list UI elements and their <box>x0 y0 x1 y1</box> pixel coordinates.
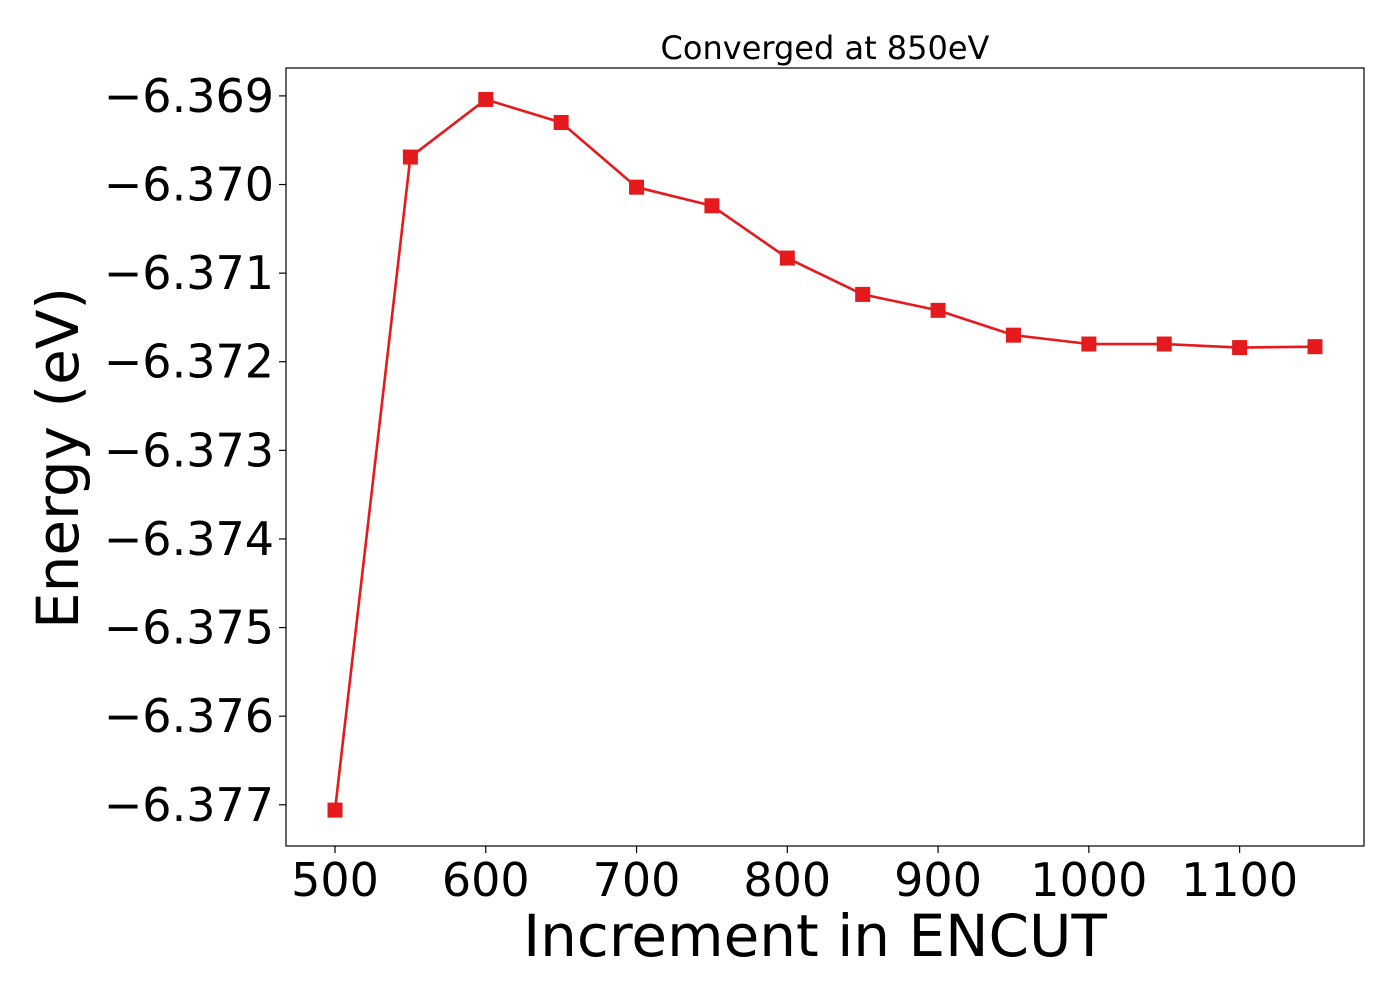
y-tick-label: −6.370 <box>104 158 274 212</box>
x-tick-label: 600 <box>442 853 530 907</box>
y-axis-label: Energy (eV) <box>24 287 92 629</box>
data-point <box>1307 339 1323 355</box>
y-axis: −6.369 −6.370 −6.371 −6.372 −6.373 −6.374 −6.3… <box>104 69 286 832</box>
x-tick-label: 900 <box>894 853 982 907</box>
data-point <box>1005 327 1021 343</box>
data-point <box>629 179 645 195</box>
data-point <box>327 802 343 818</box>
data-point <box>1232 340 1248 356</box>
data-point <box>1081 336 1097 352</box>
x-tick-label: 1100 <box>1181 853 1298 907</box>
plot-area <box>327 91 1323 818</box>
x-tick-label: 700 <box>593 853 681 907</box>
series-line <box>333 98 1316 811</box>
x-tick-label: 800 <box>743 853 831 907</box>
x-tick-label: 1000 <box>1030 853 1147 907</box>
y-tick-label: −6.377 <box>104 778 274 832</box>
axes-frame <box>285 67 1365 847</box>
y-tick-label: −6.375 <box>104 601 274 655</box>
data-point <box>1156 336 1172 352</box>
data-point <box>855 286 871 302</box>
data-point <box>779 250 795 266</box>
data-point <box>930 302 946 318</box>
y-tick-label: −6.371 <box>104 246 274 300</box>
data-point <box>553 115 569 130</box>
x-axis: 500 600 700 800 900 1000 1100 <box>291 846 1298 907</box>
data-point <box>704 198 720 214</box>
y-tick-label: −6.372 <box>104 335 274 389</box>
x-tick-label: 500 <box>291 853 379 907</box>
chart-title: Converged at 850eV <box>661 29 990 67</box>
y-tick-label: −6.369 <box>104 69 274 123</box>
y-tick-label: −6.376 <box>104 689 274 743</box>
data-point <box>402 149 418 165</box>
x-axis-label: Increment in ENCUT <box>523 902 1107 970</box>
data-point <box>478 91 494 107</box>
y-tick-label: −6.374 <box>104 512 274 566</box>
y-tick-label: −6.373 <box>104 423 274 477</box>
